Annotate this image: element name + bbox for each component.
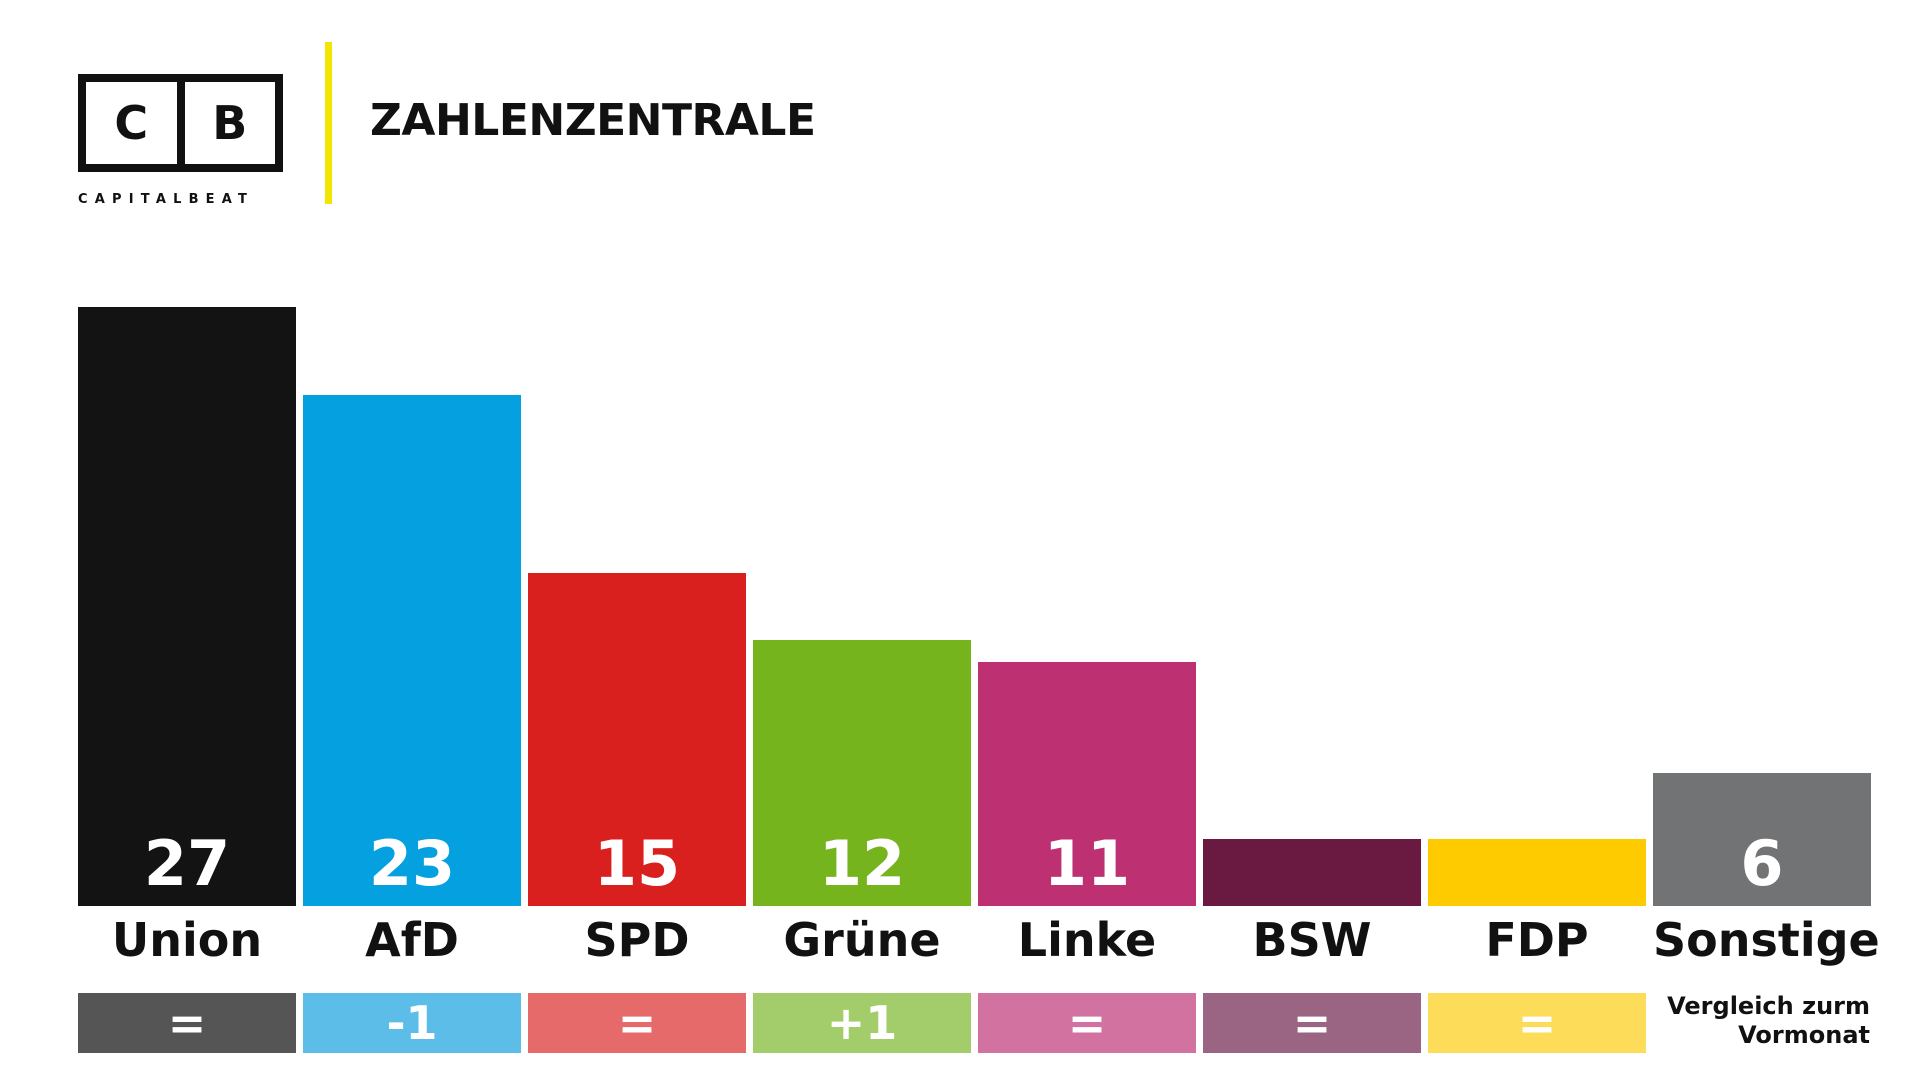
bar-union [78, 306, 296, 906]
bar-linke [978, 661, 1196, 906]
change-fdp: = [1428, 993, 1646, 1053]
change-linke: = [978, 993, 1196, 1053]
page-title: ZAHLENZENTRALE [370, 95, 816, 146]
change-gruene: +1 [753, 993, 971, 1053]
logo-letter-c: C [114, 96, 149, 150]
party-label-sonstige: Sonstige [1653, 913, 1880, 967]
bar-value-gruene: 12 [818, 827, 906, 900]
bar-sonstige [1653, 772, 1871, 906]
party-label-spd: SPD [584, 913, 690, 967]
bar-gruene [753, 639, 971, 906]
change-spd: = [528, 993, 746, 1053]
bar-afd [303, 395, 521, 906]
logo-letter-b: B [212, 96, 248, 150]
bar-value-linke: 11 [1043, 827, 1131, 900]
party-label-bsw: BSW [1252, 913, 1372, 967]
change-afd: -1 [303, 993, 521, 1053]
party-label-linke: Linke [1017, 913, 1157, 967]
bar-value-spd: 15 [593, 827, 681, 900]
bar-spd [528, 573, 746, 906]
party-label-fdp: FDP [1485, 913, 1589, 967]
change-bsw: = [1203, 993, 1421, 1053]
party-label-afd: AfD [365, 913, 459, 967]
change-union: = [78, 993, 296, 1053]
header-accent-line [325, 42, 332, 204]
comparison-note: Vergleich zurm Vormonat [1667, 992, 1870, 1049]
bar-fdp [1428, 839, 1646, 906]
logo-wordmark: CAPITALBEAT [78, 192, 255, 207]
party-label-union: Union [111, 913, 263, 967]
bar-value-sonstige: 6 [1740, 827, 1784, 900]
bar-value-union: 27 [143, 827, 231, 900]
party-label-gruene: Grüne [783, 913, 941, 967]
bar-bsw [1203, 839, 1421, 906]
logo-divider [176, 82, 185, 164]
bar-value-afd: 23 [368, 827, 456, 900]
capitalbeat-logo: C B [78, 74, 283, 172]
